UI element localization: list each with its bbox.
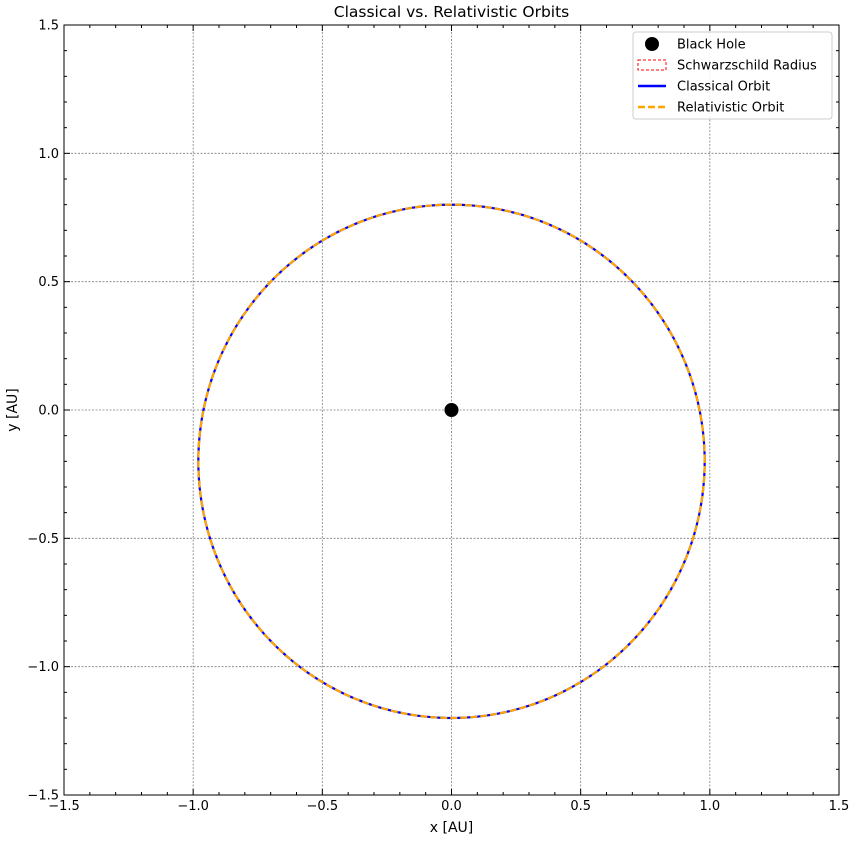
legend-label-classical: Classical Orbit [677,80,770,95]
chart-title: Classical vs. Relativistic Orbits [334,3,570,21]
y-tick-label: −1.0 [27,660,59,675]
x-axis-label: x [AU] [430,820,473,836]
ticks [63,24,840,796]
y-tick-label: 0.0 [38,404,59,419]
legend-label-schwarzschild: Schwarzschild Radius [677,59,817,74]
black-hole-marker [444,403,459,417]
legend-label-relativistic: Relativistic Orbit [677,101,784,116]
x-tick-label: −0.5 [307,799,339,814]
y-tick-label: −1.5 [27,789,59,804]
plot-data [197,203,706,720]
y-tick-label: −0.5 [27,532,59,547]
y-tick-label: 0.5 [38,275,59,290]
x-tick-label: 1.0 [699,799,720,814]
legend-label-black-hole: Black Hole [677,38,746,53]
legend-marker-schwarzschild [637,59,667,71]
tick-labels: −1.5 −1.0 −0.5 0.0 0.5 1.0 1.5 −1.5 −1.0 −0.5 0.0 0… [27,19,849,815]
x-tick-label: −1.0 [177,799,209,814]
legend-box [632,31,833,120]
legend: Black Hole Schwarzschild Radius Classica… [632,31,833,120]
y-tick-label: 1.0 [38,147,59,162]
legend-marker-black-hole [645,37,659,51]
y-tick-label: 1.5 [38,19,59,34]
x-tick-label: −1.5 [48,799,80,814]
x-tick-label: 1.5 [829,799,850,814]
y-axis-label: y [AU] [5,388,21,431]
relativistic-orbit-line [197,203,706,720]
x-tick-label: 0.5 [570,799,591,814]
x-tick-label: 0.0 [441,799,462,814]
